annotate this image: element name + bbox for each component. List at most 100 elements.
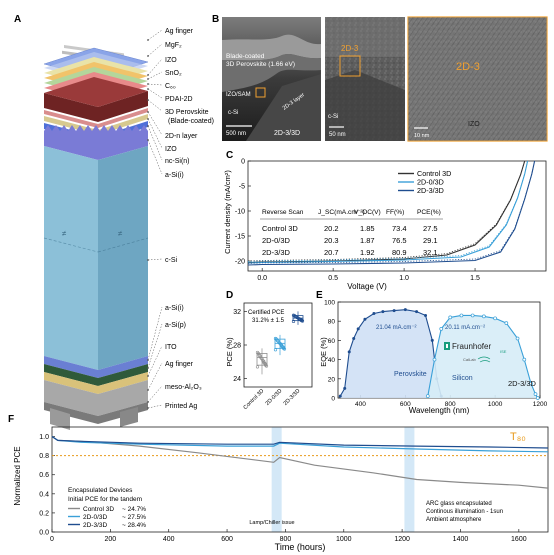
- stack-label: nc-Si(n): [165, 158, 190, 165]
- leader-dot: [147, 111, 149, 113]
- eqe-silicon-label: Silicon: [452, 375, 473, 382]
- eqe-point: [430, 338, 434, 342]
- eqe-point: [470, 313, 475, 318]
- stab-legend: Control 3D ~ 24.7% 2D-0/3D ~ 27.5% 2D-3/3D ~ …: [68, 506, 146, 529]
- stab-xlabel: Time (hours): [275, 542, 326, 552]
- jv-table-cell: 73.4: [392, 224, 407, 233]
- box-point: [264, 363, 268, 367]
- box-iqr: [256, 352, 268, 366]
- eqe-area: [427, 315, 538, 398]
- stab-legend-label: Control 3D: [83, 506, 114, 513]
- sem-image-2: 2D-3 c-Si 50 nm: [325, 17, 405, 141]
- sem-title-2: 3D Perovskite (1.66 eV): [226, 61, 295, 68]
- leader-dot: [147, 55, 149, 57]
- layer-3d-perovskite: [44, 91, 148, 122]
- certified-label-2: 31.2% ± 1.5: [252, 318, 285, 324]
- eqe-ytick-label: 60: [328, 338, 336, 345]
- callab-text: CalLab: [463, 357, 476, 362]
- eqe-area: [340, 309, 442, 398]
- jv-table-cell: 2D-3/3D: [262, 248, 291, 257]
- eqe-ytick-label: 100: [324, 300, 335, 307]
- jv-table-cell: 80.9: [392, 248, 407, 257]
- box-category-label: 2D-0/3D: [265, 388, 284, 407]
- leader-dot: [147, 99, 149, 101]
- layer-a-si-p: [44, 364, 148, 386]
- box-point: [282, 346, 286, 350]
- jv-curve-dotted: [247, 160, 528, 262]
- stack-label: MgF₂: [165, 42, 182, 49]
- eqe-ytick-label: 0: [331, 396, 335, 403]
- eqe-point: [535, 396, 540, 400]
- panel-c: C Current density (mA/cm²) 0.0 0.5 1.0 1.5 -…: [223, 150, 547, 291]
- jv-ytick-label: 0: [241, 159, 245, 166]
- jv-xtick-label: 1.5: [470, 275, 480, 282]
- box-ytick-label: 32: [233, 309, 241, 316]
- box-point: [260, 357, 264, 361]
- eqe-point: [403, 308, 407, 312]
- t80-label: T₈₀: [510, 431, 526, 443]
- eqe-point: [381, 310, 385, 314]
- eqe-point: [372, 312, 376, 316]
- eqe-ytick-label: 20: [328, 376, 336, 383]
- leader-dot: [147, 401, 149, 403]
- svg-text:≠: ≠: [118, 229, 123, 238]
- box-point: [280, 344, 284, 348]
- stab-ylabel: Normalized PCE: [13, 446, 22, 505]
- stab-ytick-label: 0.2: [39, 510, 49, 517]
- stack-label: meso-Al₂O₃: [165, 384, 202, 391]
- leader-line: [147, 139, 163, 175]
- tem-zoom-box: [339, 55, 361, 77]
- leader-dot: [147, 74, 149, 76]
- jv-table-header: PCE(%): [417, 209, 441, 216]
- stab-line: [51, 436, 549, 449]
- stab-legend-label: 2D-0/3D: [83, 514, 108, 521]
- stack-label: ITO: [165, 344, 177, 351]
- device-stack: ≠ ≠: [43, 44, 149, 430]
- jv-xtick-label: 0.5: [328, 275, 338, 282]
- eqe-point: [459, 313, 464, 318]
- panel-label-b: B: [212, 14, 219, 25]
- fraunhofer-text: Fraunhofer: [452, 342, 491, 351]
- eqe-point: [392, 309, 396, 313]
- eqe-point: [363, 317, 367, 321]
- eqe-point: [352, 336, 356, 340]
- leader-dot: [147, 367, 149, 369]
- eqe-jsc-perovskite: 21.04 mA.cm⁻²: [376, 325, 417, 331]
- sem-csi-label: c-Si: [228, 110, 238, 116]
- stack-label: SnO₂: [165, 70, 182, 77]
- stack-label: IZO: [165, 146, 177, 153]
- stab-legend-value: ~ 28.4%: [122, 522, 146, 529]
- stab-xtick-label: 200: [105, 536, 117, 543]
- box-point: [273, 348, 278, 352]
- tem-csi-label: c-Si: [328, 114, 338, 120]
- box-point: [259, 356, 263, 360]
- stack-label: Ag finger: [165, 361, 194, 368]
- eqe-xlabel: Wavelength (nm): [409, 406, 470, 415]
- eqe-point: [493, 316, 497, 321]
- stab-xtick-label: 1600: [511, 536, 527, 543]
- jv-curve-dotted: [247, 160, 526, 262]
- stab-ytick-label: 1.0: [39, 434, 49, 441]
- jv-xlabel: Voltage (V): [347, 282, 387, 291]
- stack-label: Ag finger: [165, 28, 194, 35]
- stack-label: a-Si(i): [165, 305, 184, 312]
- hrtem-scale: 10 nm: [414, 133, 430, 139]
- jv-xtick-label: 1.0: [399, 275, 409, 282]
- stab-line: [51, 436, 549, 453]
- panel-e: E EQE (%) 400 600 800 1000 1200020406080100 …: [316, 290, 548, 415]
- leader-dot: [147, 407, 149, 409]
- eqe-marks: [338, 308, 540, 400]
- jv-table-cell: 20.3: [324, 236, 339, 245]
- leader-line: [147, 125, 163, 161]
- stab-xtick-label: 0: [50, 536, 54, 543]
- leader-line: [147, 71, 163, 80]
- box-point: [255, 365, 260, 369]
- box-point: [291, 319, 296, 323]
- leader-line: [147, 29, 163, 41]
- eqe-point: [448, 315, 453, 320]
- jv-legend-label: Control 3D: [417, 169, 451, 178]
- box-point: [262, 360, 266, 365]
- box-point: [255, 350, 260, 355]
- jv-ytick-label: -5: [239, 184, 245, 191]
- stab-xtick-label: 1000: [336, 536, 352, 543]
